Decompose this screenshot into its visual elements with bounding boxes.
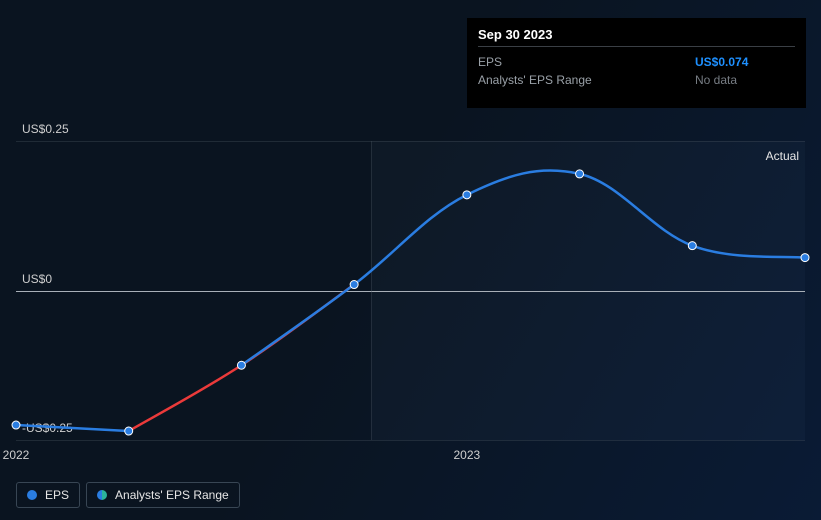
tooltip-key: EPS — [478, 53, 502, 71]
eps-line-segment — [129, 285, 354, 432]
eps-line-segment — [16, 425, 129, 431]
eps-marker[interactable] — [125, 427, 133, 435]
legend-swatch-icon — [97, 490, 107, 500]
eps-marker[interactable] — [12, 421, 20, 429]
eps-marker[interactable] — [463, 191, 471, 199]
tooltip-key: Analysts' EPS Range — [478, 71, 592, 89]
eps-marker[interactable] — [237, 361, 245, 369]
x-axis-tick-label: 2022 — [3, 448, 30, 462]
tooltip-value-eps: US$0.074 — [675, 53, 795, 71]
legend-label: Analysts' EPS Range — [115, 488, 229, 502]
tooltip-row: Analysts' EPS Range No data — [478, 71, 795, 89]
eps-marker[interactable] — [350, 281, 358, 289]
eps-marker[interactable] — [688, 242, 696, 250]
tooltip-row: EPS US$0.074 — [478, 53, 795, 71]
legend-label: EPS — [45, 488, 69, 502]
tooltip-divider — [478, 46, 795, 47]
chart-page: Sep 30 2023 EPS US$0.074 Analysts' EPS R… — [0, 0, 821, 520]
eps-line-segment — [241, 170, 805, 365]
chart-area[interactable]: Actual — [16, 141, 805, 440]
legend-item-eps[interactable]: EPS — [16, 482, 80, 508]
chart-legend: EPS Analysts' EPS Range — [16, 482, 240, 508]
chart-tooltip: Sep 30 2023 EPS US$0.074 Analysts' EPS R… — [467, 18, 806, 108]
legend-swatch-icon — [27, 490, 37, 500]
tooltip-title: Sep 30 2023 — [478, 27, 795, 42]
gridline — [16, 440, 805, 441]
chart-svg — [16, 141, 805, 440]
eps-marker[interactable] — [801, 254, 809, 262]
legend-item-analysts-range[interactable]: Analysts' EPS Range — [86, 482, 240, 508]
tooltip-value-nodata: No data — [675, 71, 795, 89]
eps-marker[interactable] — [576, 170, 584, 178]
x-axis-tick-label: 2023 — [453, 448, 480, 462]
